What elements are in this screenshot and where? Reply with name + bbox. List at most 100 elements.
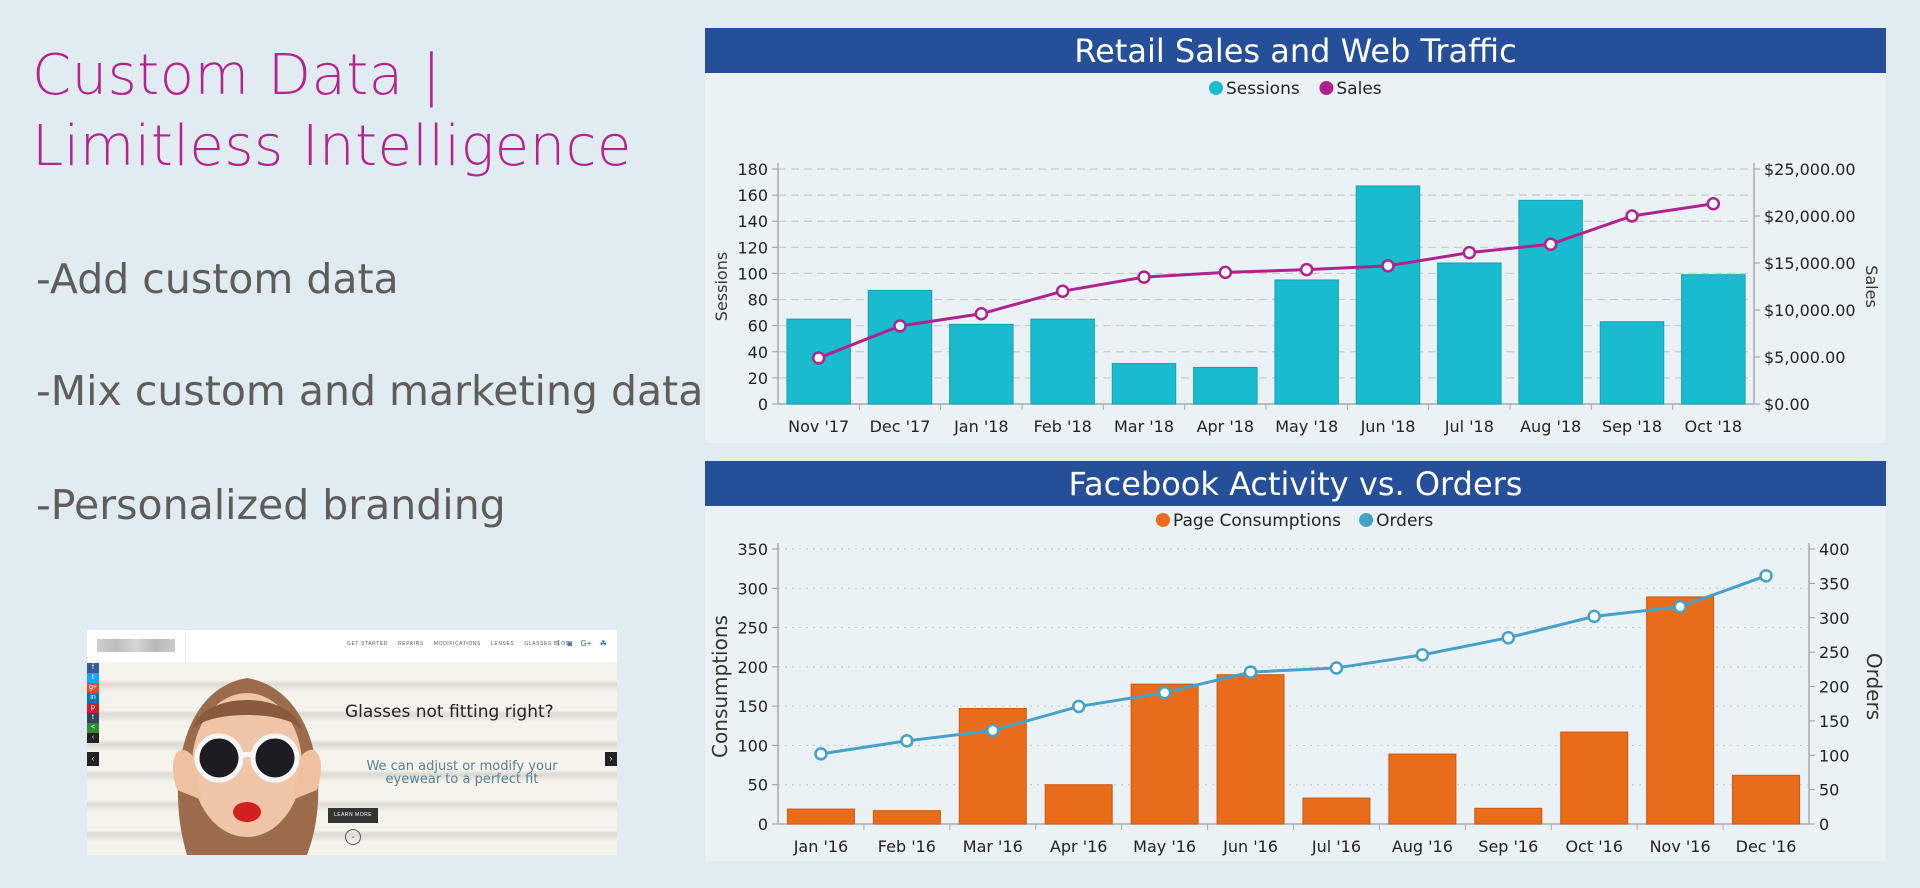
x-tick-label: Apr '16: [1050, 837, 1108, 856]
y-tick-label: 50: [748, 776, 768, 795]
hero-subtext-line-1: We can adjust or modify your: [366, 759, 558, 774]
x-tick-label: Feb '16: [878, 837, 936, 856]
legend-label-1: Sales: [1336, 79, 1381, 99]
headline-line-1: Custom Data |: [32, 43, 442, 108]
y-tick-label: 350: [737, 540, 768, 559]
x-tick-label: Jan '16: [793, 837, 849, 856]
x-tick-label: Mar '18: [1114, 417, 1174, 436]
hero-headline: Glasses not fitting right?: [345, 702, 554, 722]
y-tick-label: 200: [737, 658, 768, 677]
bar-sessions: [949, 323, 1014, 405]
point-sales: [1543, 237, 1558, 251]
bar-sessions: [867, 289, 933, 405]
bar-page-consumptions: [786, 808, 855, 825]
y-tick-label: 20: [748, 369, 768, 388]
x-tick-label: May '16: [1133, 837, 1196, 856]
yelp-icon[interactable]: ☘: [599, 639, 607, 648]
point-orders: [1071, 699, 1086, 714]
bar-sessions: [1599, 321, 1665, 405]
bar-page-consumptions: [1302, 797, 1371, 825]
y-tick-label: 140: [737, 212, 768, 231]
y-right-tick-label: 350: [1819, 574, 1850, 593]
menu-lenses[interactable]: LENSES: [491, 641, 515, 647]
y-right-tick-label: 50: [1819, 781, 1839, 800]
site-menu: GET STARTED REPAIRS MODIFICATIONS LENSES…: [347, 641, 578, 647]
bullet-add-custom-data: -Add custom data: [36, 255, 399, 303]
bar-page-consumptions: [1732, 774, 1801, 825]
retail-sales-chart: Sessions Sales 0 20 40 60 80 100 120 140 160 180 $0.…: [712, 79, 1881, 436]
y-right-tick-label: $25,000.00: [1764, 160, 1856, 179]
share-button-3[interactable]: in: [87, 693, 99, 703]
x-tick-label: Mar '16: [963, 837, 1023, 856]
y-tick-label: 60: [748, 317, 768, 336]
y-axis-title: Sessions: [712, 252, 731, 321]
chart-title: Retail Sales and Web Traffic: [705, 28, 1886, 73]
share-button-4[interactable]: p: [87, 703, 99, 713]
slide-headline: Custom Data | Limitless Intelligence: [32, 40, 632, 182]
y-right-axis-title: Sales: [1862, 265, 1881, 308]
x-tick-label: Jun '18: [1360, 417, 1416, 436]
bar-page-consumptions: [872, 810, 941, 825]
share-button-0[interactable]: f: [87, 663, 99, 673]
bar-sessions: [1681, 274, 1746, 405]
share-button-7[interactable]: ‹: [87, 733, 99, 743]
point-orders: [1501, 630, 1516, 645]
instagram-icon[interactable]: ◙: [567, 639, 573, 648]
y-right-tick-label: 400: [1819, 540, 1850, 559]
point-sales: [1137, 270, 1151, 284]
y-tick-label: 100: [737, 264, 768, 283]
menu-modifications[interactable]: MODIFICATIONS: [433, 641, 481, 647]
learn-more-button[interactable]: LEARN MORE: [328, 808, 378, 823]
bar-sessions: [1518, 199, 1583, 405]
x-tick-label: Feb '18: [1034, 417, 1092, 436]
carousel-prev-icon[interactable]: ‹: [87, 752, 99, 766]
model-photo: [172, 678, 322, 855]
point-orders: [900, 734, 914, 748]
share-bar: f t g+ in p t < ‹: [87, 663, 99, 743]
facebook-icon[interactable]: f: [557, 639, 560, 648]
y-right-tick-label: 100: [1819, 746, 1850, 765]
y-right-tick-label: $10,000.00: [1764, 301, 1856, 320]
y-right-tick-label: 300: [1819, 609, 1850, 628]
share-button-6[interactable]: <: [87, 723, 99, 733]
bullet-mix-data: -Mix custom and marketing data: [36, 367, 704, 415]
point-sales: [1218, 265, 1233, 280]
point-sales: [1055, 284, 1070, 298]
point-sales: [974, 307, 989, 321]
point-orders: [1673, 600, 1687, 614]
share-button-5[interactable]: t: [87, 713, 99, 723]
bar-sessions: [1437, 262, 1502, 405]
hero-subtext: We can adjust or modify your eyewear to …: [362, 760, 562, 786]
y-tick-label: 40: [748, 343, 768, 362]
scroll-down-icon[interactable]: ⌄: [345, 829, 361, 845]
share-button-2[interactable]: g+: [87, 683, 99, 693]
bar-page-consumptions: [1474, 807, 1543, 825]
y-right-tick-label: $5,000.00: [1764, 348, 1845, 367]
chart-title: Facebook Activity vs. Orders: [705, 461, 1886, 506]
menu-repairs[interactable]: REPAIRS: [398, 641, 424, 647]
bullet-personalized-branding: -Personalized branding: [36, 481, 506, 529]
menu-glasses-blog[interactable]: GLASSES BLOG: [524, 641, 571, 647]
x-tick-label: Oct '16: [1565, 837, 1623, 856]
x-tick-label: Dec '16: [1736, 837, 1797, 856]
point-orders: [986, 723, 1000, 738]
menu-get-started[interactable]: GET STARTED: [347, 641, 389, 647]
y-tick-label: 80: [748, 291, 768, 310]
x-tick-label: Jul '16: [1311, 837, 1361, 856]
y-right-tick-label: 0: [1819, 815, 1829, 834]
legend-marker-0: [1209, 81, 1223, 95]
x-tick-label: Jul '18: [1444, 417, 1494, 436]
y-tick-label: 180: [737, 160, 768, 179]
x-tick-label: May '18: [1275, 417, 1338, 436]
y-right-tick-label: 200: [1819, 678, 1850, 697]
point-sales: [1462, 245, 1477, 260]
google-plus-icon[interactable]: G+: [580, 639, 592, 648]
y-right-axis-title: Orders: [1862, 653, 1886, 720]
headline-line-2: Limitless Intelligence: [32, 114, 632, 179]
carousel-next-icon[interactable]: ›: [605, 752, 617, 766]
share-button-1[interactable]: t: [87, 673, 99, 683]
x-tick-label: Nov '16: [1650, 837, 1711, 856]
point-orders: [814, 747, 828, 761]
x-tick-label: Oct '18: [1685, 417, 1743, 436]
facebook-orders-chart: Page Consumptions Orders 0 50 100 150 200 250 30…: [708, 511, 1886, 856]
